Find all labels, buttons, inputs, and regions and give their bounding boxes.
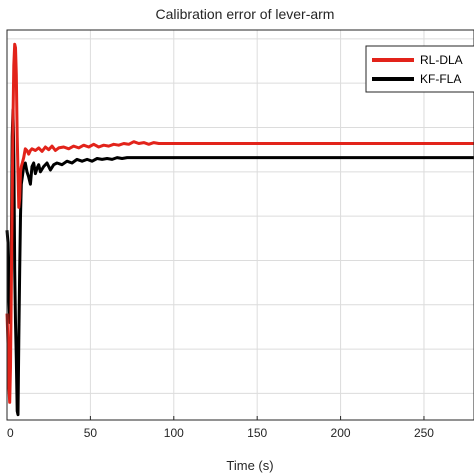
plot-frame xyxy=(6,29,474,421)
chart-title: Calibration error of lever-arm xyxy=(156,6,335,22)
x-axis: 0 50 100 150 200 250 xyxy=(6,416,434,440)
x-tick-label: 150 xyxy=(247,426,267,440)
legend-box xyxy=(365,45,474,93)
series-line-rl-dla xyxy=(5,42,474,404)
x-tick-label: 100 xyxy=(164,426,184,440)
x-tick-label: 0 xyxy=(7,426,14,440)
series-lines xyxy=(5,42,474,417)
legend-label-rl-dla: RL-DLA xyxy=(420,53,463,67)
x-tick-label: 250 xyxy=(414,426,434,440)
series-line-kf-fla xyxy=(5,108,474,417)
legend-label-kf-fla: KF-FLA xyxy=(420,72,461,86)
legend: RL-DLA KF-FLA xyxy=(365,45,474,93)
x-tick-label: 200 xyxy=(331,426,351,440)
x-axis-label: Time (s) xyxy=(226,458,273,473)
x-tick-label: 50 xyxy=(84,426,98,440)
